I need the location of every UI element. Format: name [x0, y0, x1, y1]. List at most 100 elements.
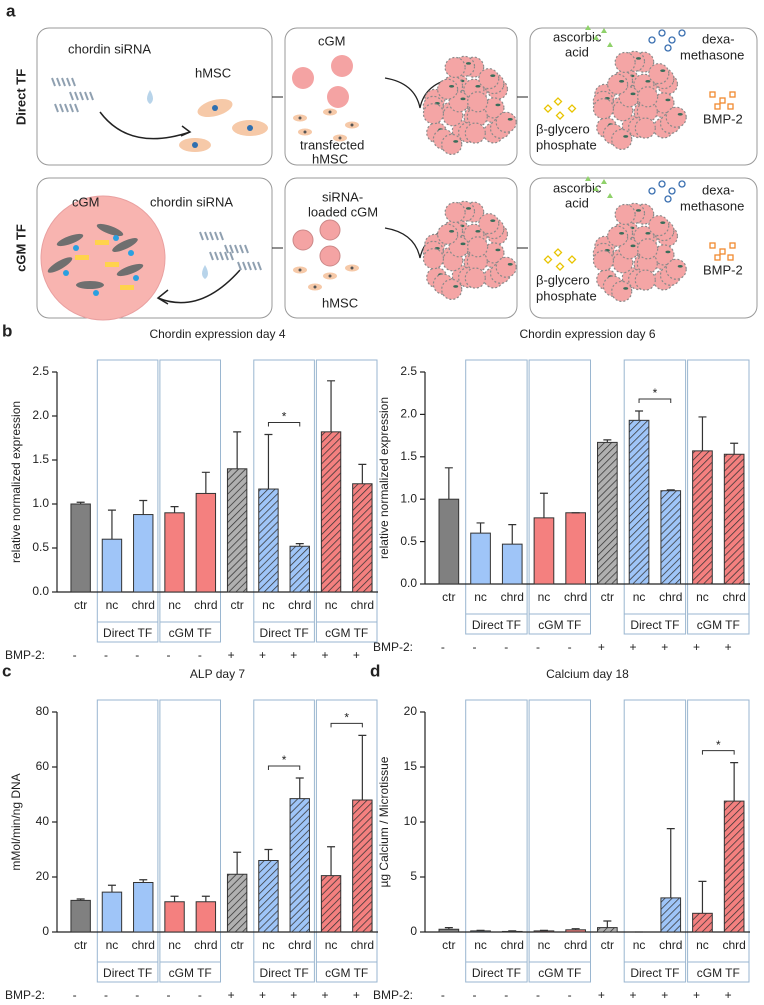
- glycero: [555, 262, 565, 271]
- group-label: Direct TF: [260, 626, 309, 640]
- error-bar: [170, 506, 179, 513]
- sirna: [239, 244, 244, 254]
- dexa: [678, 29, 686, 37]
- cell: [475, 84, 481, 88]
- bar: [352, 799, 373, 933]
- cells: [179, 98, 268, 152]
- y-tick-label: 20: [404, 704, 418, 718]
- chart-title: ALP day 7: [190, 667, 245, 681]
- glycero: [553, 248, 563, 257]
- microtissue-gel: [614, 203, 636, 226]
- bmp: [719, 97, 726, 104]
- x-tick-label: ctr: [442, 590, 455, 604]
- bar: [258, 860, 279, 933]
- treatment-sign: +: [290, 648, 297, 662]
- y-tick-label: 0.0: [32, 584, 49, 598]
- error-bar: [295, 777, 304, 799]
- y-axis-label: µg Calcium / Microtissue: [377, 756, 391, 887]
- error-bar: [730, 762, 739, 802]
- treatment-sign: -: [73, 648, 77, 662]
- dexa: [648, 187, 656, 195]
- sirna: [219, 231, 224, 241]
- treatment-label: BMP-2:: [373, 640, 413, 654]
- error-bar: [508, 524, 517, 545]
- group-box: [96, 359, 159, 643]
- sirna: [209, 231, 214, 241]
- y-tick-label: 5: [410, 869, 417, 883]
- y-tick-label: 1.0: [32, 496, 49, 510]
- error-bar: [444, 927, 453, 930]
- label: chordin siRNA: [68, 41, 151, 56]
- nucleus: [298, 268, 302, 272]
- group-label: Direct TF: [630, 966, 679, 980]
- sirna: [199, 231, 204, 241]
- dexa: [648, 36, 656, 44]
- cell: [116, 263, 144, 277]
- sirna: [214, 231, 219, 241]
- x-tick-label: ctr: [601, 590, 614, 604]
- ascorbic: [607, 193, 613, 198]
- bar: [133, 882, 154, 933]
- bar: [101, 891, 123, 933]
- bar: [258, 488, 279, 593]
- error-bar: [698, 880, 707, 914]
- matrix: [95, 240, 109, 245]
- error-bar: [295, 543, 304, 547]
- chart-title: Chordin expression day 6: [519, 327, 655, 341]
- cell: [453, 285, 459, 288]
- nucleus: [303, 130, 307, 134]
- sirna: [64, 103, 69, 113]
- significance-label: *: [282, 410, 287, 424]
- glycero: [543, 255, 553, 264]
- significance-label: *: [716, 738, 721, 752]
- error-bar: [571, 928, 580, 930]
- error-bar: [139, 879, 148, 883]
- bar: [565, 512, 586, 585]
- cell: [660, 69, 666, 72]
- label: chordin siRNA: [150, 194, 233, 209]
- sirna: [74, 91, 79, 101]
- x-tick-label: chrd: [194, 938, 217, 952]
- error-bar: [666, 828, 675, 898]
- cell: [96, 223, 124, 237]
- x-tick-label: nc: [696, 590, 709, 604]
- group-box: [315, 699, 378, 983]
- bar: [692, 450, 713, 585]
- error-bar: [698, 416, 707, 451]
- x-tick-label: chrd: [288, 598, 311, 612]
- ascorbic: [593, 186, 599, 191]
- treatment-sign: -: [504, 640, 508, 654]
- microtissue-gel: [592, 250, 615, 272]
- treatment-sign: -: [104, 648, 108, 662]
- x-tick-label: nc: [633, 590, 646, 604]
- error-bar: [635, 410, 644, 421]
- group-label: cGM TF: [697, 966, 740, 980]
- bar: [438, 498, 460, 585]
- label: phosphate: [536, 137, 597, 152]
- x-tick-label: chrd: [722, 590, 745, 604]
- error-bar: [730, 442, 739, 455]
- cell: [677, 112, 683, 116]
- ascorbic: [585, 176, 591, 181]
- treatment-sign: +: [353, 648, 360, 662]
- treatment-sign: +: [598, 988, 605, 1002]
- bar: [470, 532, 491, 585]
- treatment-sign: +: [661, 640, 668, 654]
- x-tick-label: nc: [168, 938, 181, 952]
- treatment-sign: -: [73, 988, 77, 1002]
- bar: [660, 490, 682, 585]
- x-tick-label: nc: [633, 938, 646, 952]
- treatment-label: BMP-2:: [5, 648, 45, 662]
- microtissue-gel: [495, 111, 517, 133]
- group-box: [159, 359, 221, 643]
- microtissue-gel: [614, 51, 636, 74]
- error-bar: [264, 848, 273, 861]
- x-tick-label: chrd: [194, 598, 217, 612]
- significance-bracket: [267, 765, 301, 770]
- treatment-sign: -: [135, 648, 139, 662]
- group-label: cGM TF: [169, 966, 212, 980]
- nucleus: [313, 285, 317, 289]
- microtissue-gel: [637, 86, 659, 108]
- microtissue-gel: [592, 98, 615, 120]
